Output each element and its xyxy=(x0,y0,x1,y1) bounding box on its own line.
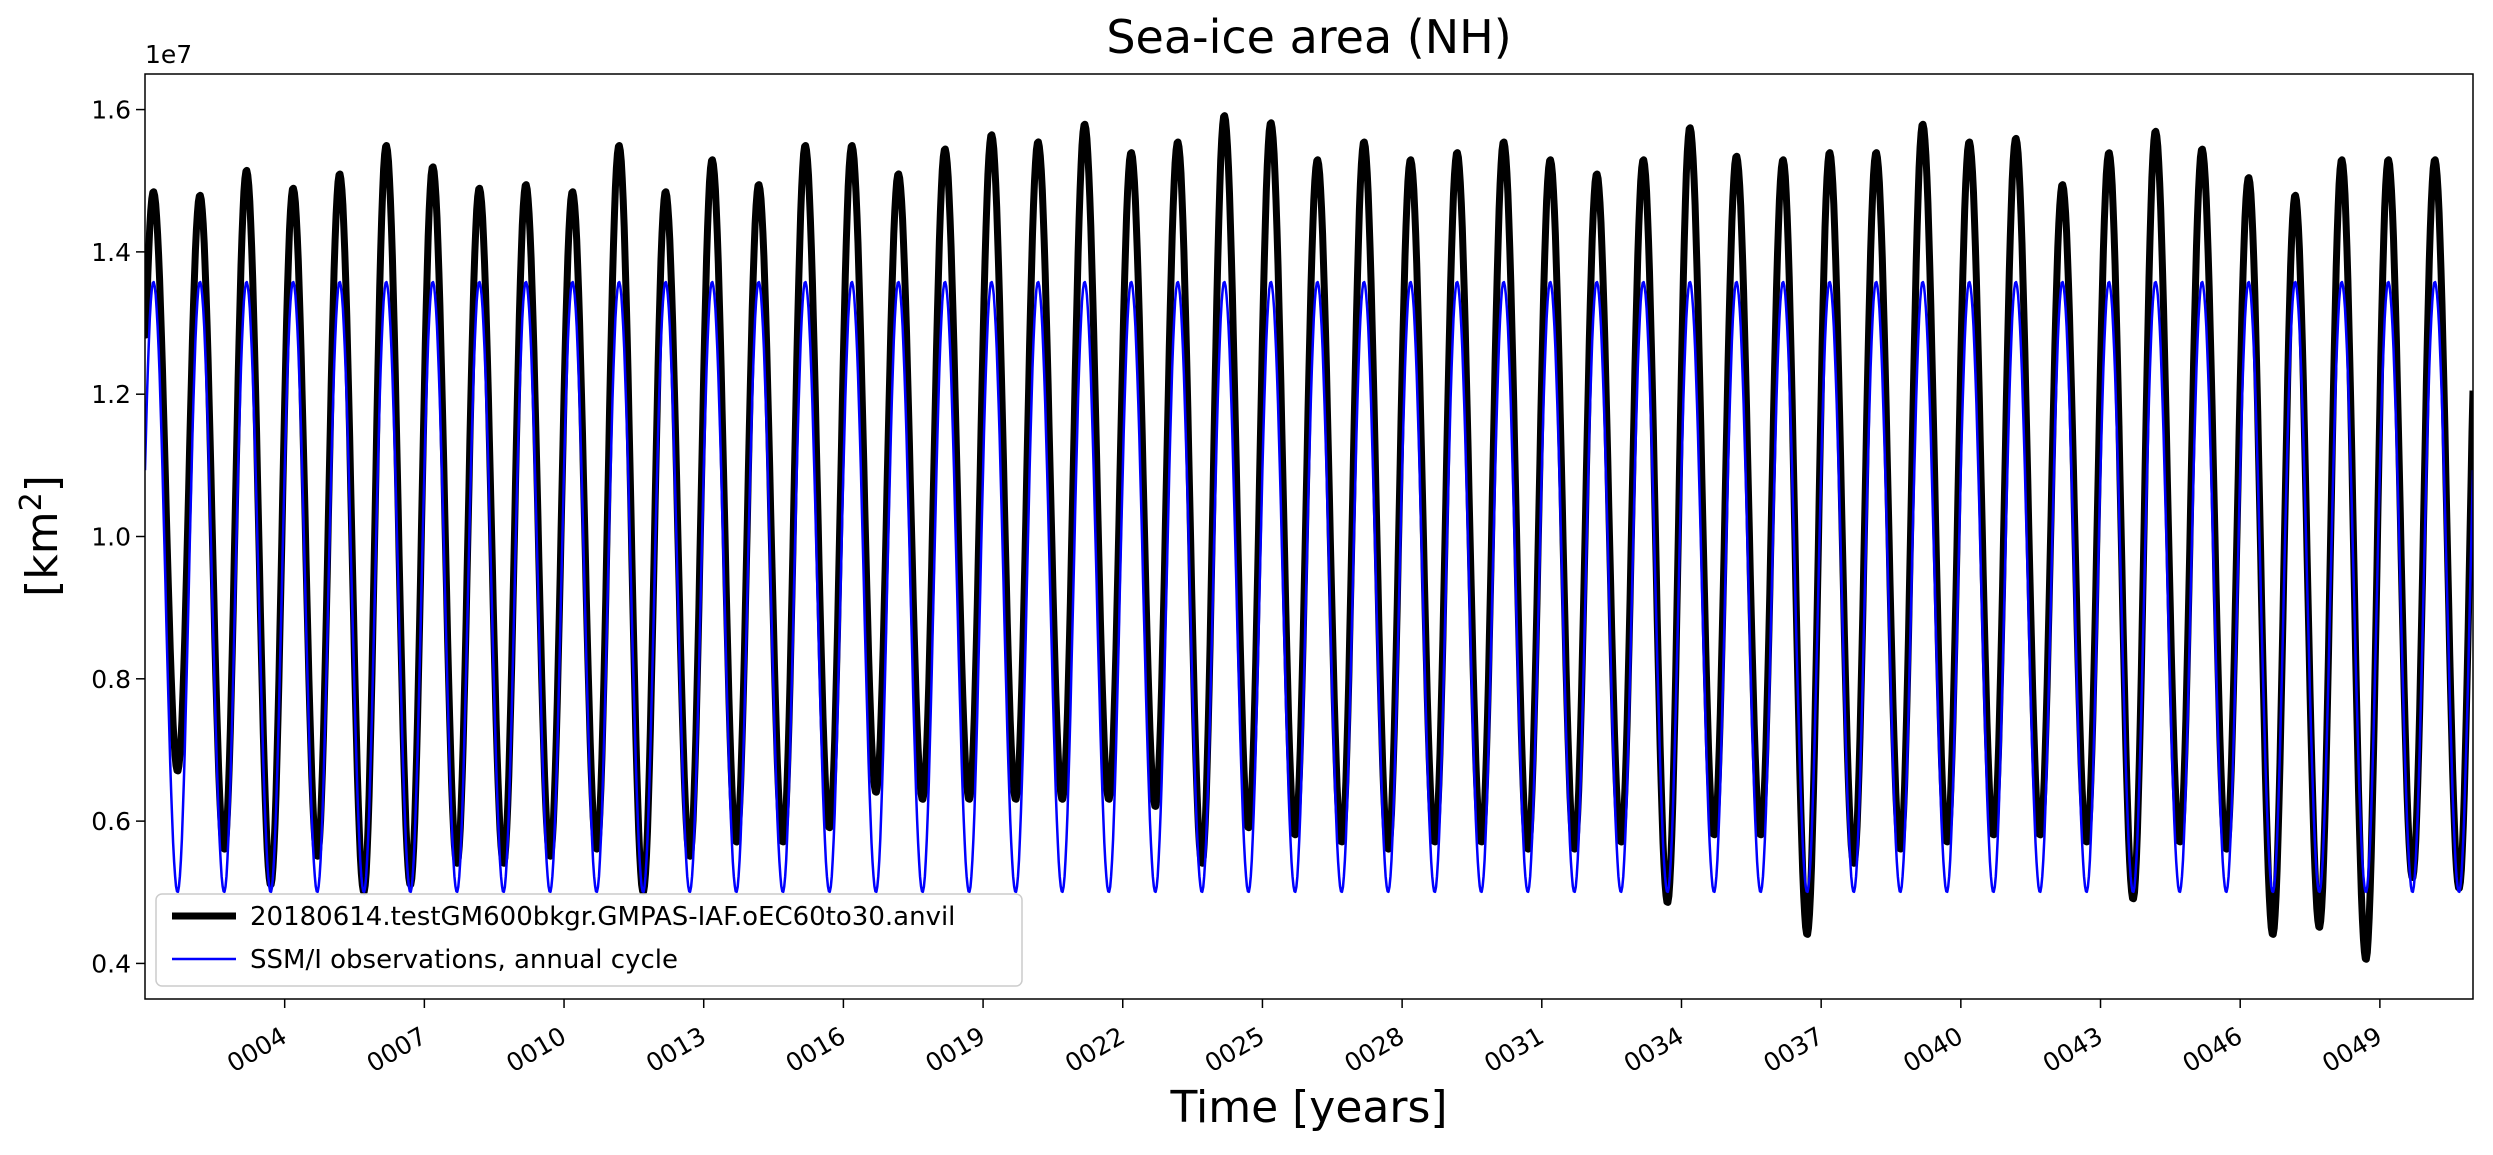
legend-box xyxy=(155,893,1023,987)
chart-title: Sea-ice area (NH) xyxy=(1106,10,1511,64)
y-tick-label: 0.4 xyxy=(91,949,131,978)
y-tick-label: 1.4 xyxy=(91,238,131,267)
y-axis-label-superscript: 2 xyxy=(14,492,49,511)
y-axis-label-close: ] xyxy=(17,475,68,492)
y-tick-label: 1.0 xyxy=(91,523,131,552)
x-axis-label: Time [years] xyxy=(1169,1082,1447,1133)
series-model-line xyxy=(145,112,2473,963)
series-layer xyxy=(145,112,2473,963)
y-tick-label: 1.2 xyxy=(91,380,131,409)
y-tick-label: 1.6 xyxy=(91,96,131,125)
y-axis-label-base: [km xyxy=(17,511,68,597)
series-observations-line xyxy=(145,280,2473,894)
legend-label-model: 20180614.testGM600bkgr.GMPAS-IAF.oEC60to… xyxy=(250,902,955,932)
y-tick-label: 0.8 xyxy=(91,665,131,694)
y-tick-label: 0.6 xyxy=(91,807,131,836)
y-axis-label: [km2] xyxy=(14,475,68,597)
y-axis: 0.4 0.6 0.8 1.0 1.2 1.4 1.6 xyxy=(91,96,145,978)
y-offset-label: 1e7 xyxy=(145,40,192,69)
legend: 20180614.testGM600bkgr.GMPAS-IAF.oEC60to… xyxy=(155,893,1023,987)
legend-label-observations: SSM/I observations, annual cycle xyxy=(250,945,678,975)
